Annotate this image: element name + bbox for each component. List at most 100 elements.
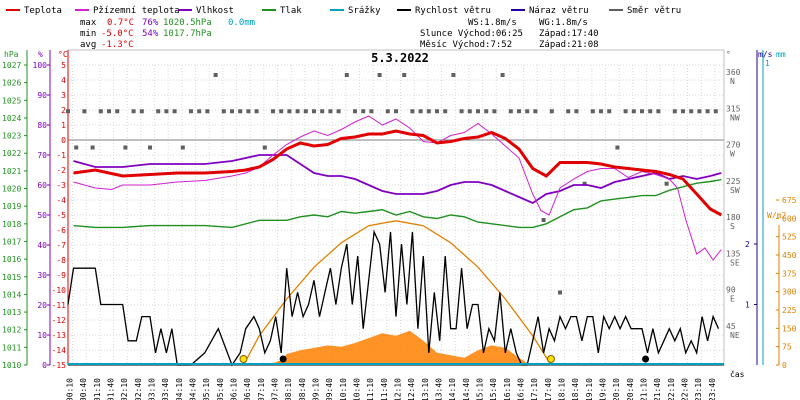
wind-dir-point xyxy=(336,109,341,114)
x-tick-label: 15:40 xyxy=(489,378,498,400)
degc-tick-label: -1 xyxy=(56,151,66,160)
wind-dir-point xyxy=(648,109,653,114)
legend-label: Pžízemní teplota xyxy=(93,6,180,16)
wind-speed-line xyxy=(67,229,720,367)
wind-dir-point xyxy=(623,109,628,114)
wind-dir-point xyxy=(238,109,243,114)
stat-avg-temp: -1.3°C xyxy=(101,40,134,50)
wind-dir-point xyxy=(435,109,439,114)
info-ws: WS:1.8m/s xyxy=(468,18,517,28)
degc-tick-label: 0 xyxy=(61,136,66,145)
pct-tick-label: 60 xyxy=(37,181,47,190)
wind-dir-point xyxy=(271,109,275,114)
x-tick-label: 05:40 xyxy=(216,378,225,400)
dir-compass-label: SW xyxy=(730,186,740,195)
hpa-tick-label: 1010 xyxy=(2,361,21,370)
degc-tick-label: -3 xyxy=(56,181,66,190)
wind-dir-point xyxy=(361,109,366,114)
chart-title: 5.3.2022 xyxy=(371,51,429,65)
wm2-tick-label: 450 xyxy=(782,251,797,260)
wind-dir-point xyxy=(82,109,87,114)
mm-unit-label: mm xyxy=(776,50,786,59)
x-tick-label: 10:10 xyxy=(339,378,348,400)
hpa-tick-label: 1013 xyxy=(2,308,21,317)
dir-tick-label: 90 xyxy=(726,286,736,295)
hpa-tick-label: 1020 xyxy=(2,185,21,194)
wind-dir-point xyxy=(205,109,210,114)
hpa-tick-label: 1019 xyxy=(2,202,21,211)
wind-dir-point xyxy=(74,145,79,150)
wind-dir-point xyxy=(459,109,464,114)
x-tick-label: 02:40 xyxy=(134,378,143,400)
hpa-tick-label: 1025 xyxy=(2,96,21,105)
x-tick-label: 19:10 xyxy=(585,378,594,400)
wm2-tick-label: 600 xyxy=(782,214,797,223)
x-tick-label: 06:40 xyxy=(243,378,252,400)
legend-label: Směr větru xyxy=(627,6,681,16)
wind-dir-point xyxy=(115,109,120,114)
x-tick-label: 00:10 xyxy=(66,378,75,400)
info-block: WS:1.8m/s WG:1.8m/s Slunce Východ:06:25 … xyxy=(420,18,599,50)
hpa-tick-label: 1016 xyxy=(2,255,21,264)
stat-min-temp: -5.0°C xyxy=(101,29,134,39)
pct-tick-label: 100 xyxy=(33,61,48,70)
pct-tick-label: 10 xyxy=(37,331,47,340)
dir-tick-label: 180 xyxy=(726,213,741,222)
x-tick-label: 21:10 xyxy=(640,378,649,400)
axis-unit-labels: hPa % °C ° m/s mm W/m2 čas xyxy=(4,50,786,379)
degc-tick-label: 2 xyxy=(61,106,66,115)
hpa-tick-label: 1014 xyxy=(2,290,21,299)
wind-dir-point xyxy=(66,109,70,114)
degc-tick-label: -7 xyxy=(56,241,66,250)
wind-dir-point xyxy=(148,145,152,150)
legend-label: Teplota xyxy=(24,6,62,16)
wind-dir-point xyxy=(590,109,595,114)
ms-unit-label: m/s xyxy=(758,50,773,59)
wind-dir-point xyxy=(230,109,234,114)
x-tick-label: 07:10 xyxy=(257,378,266,400)
x-tick-label: 22:10 xyxy=(667,378,676,400)
wind-dir-point xyxy=(672,109,677,114)
dir-compass-label: NW xyxy=(730,113,740,122)
stat-avg-label: avg xyxy=(80,40,96,50)
wind-dir-point xyxy=(246,109,251,114)
hpa-tick-label: 1017 xyxy=(2,237,21,246)
x-tick-label: 06:10 xyxy=(230,378,239,400)
degc-tick-label: -5 xyxy=(56,211,66,220)
wind-dir-point xyxy=(582,181,587,186)
x-tick-label: 03:10 xyxy=(148,378,157,400)
stat-max-label: max xyxy=(80,18,97,28)
wind-dir-point xyxy=(418,109,423,114)
x-tick-label: 08:40 xyxy=(298,378,307,400)
wind-dir-point xyxy=(303,109,308,114)
wm2-tick-label: 0 xyxy=(782,361,787,370)
x-tick-label: 01:40 xyxy=(107,378,116,400)
wind-dir-point xyxy=(664,181,669,186)
x-tick-label: 13:10 xyxy=(421,378,430,400)
wind-dir-point xyxy=(451,73,456,77)
hpa-tick-label: 1012 xyxy=(2,326,21,335)
info-sun-rise: Slunce Východ:06:25 xyxy=(420,29,523,39)
pct-tick-label: 80 xyxy=(37,121,47,130)
wind-dir-point xyxy=(574,109,579,114)
wind-dir-point xyxy=(443,109,448,114)
x-tick-label: 17:10 xyxy=(530,378,539,400)
hpa-tick-label: 1021 xyxy=(2,167,21,176)
x-tick-label: 18:10 xyxy=(558,378,567,400)
wind-dir-point xyxy=(500,73,505,77)
dir-tick-label: 135 xyxy=(726,249,741,258)
pct-tick-label: 40 xyxy=(37,241,47,250)
dir-tick-label: 360 xyxy=(726,68,741,77)
sunset-marker xyxy=(546,355,555,363)
degc-tick-label: 4 xyxy=(61,76,66,85)
wind-dir-point xyxy=(295,109,300,114)
pct-tick-label: 50 xyxy=(37,211,47,220)
degc-tick-label: -9 xyxy=(56,271,66,280)
x-tick-label: 13:40 xyxy=(435,378,444,400)
wm2-tick-label: 525 xyxy=(782,233,797,242)
x-tick-label: 22:40 xyxy=(681,378,690,400)
x-tick-label: 07:40 xyxy=(271,378,280,400)
temperature-line xyxy=(73,129,723,217)
degc-tick-label: -12 xyxy=(52,316,67,325)
wind-dir-point xyxy=(607,109,612,114)
